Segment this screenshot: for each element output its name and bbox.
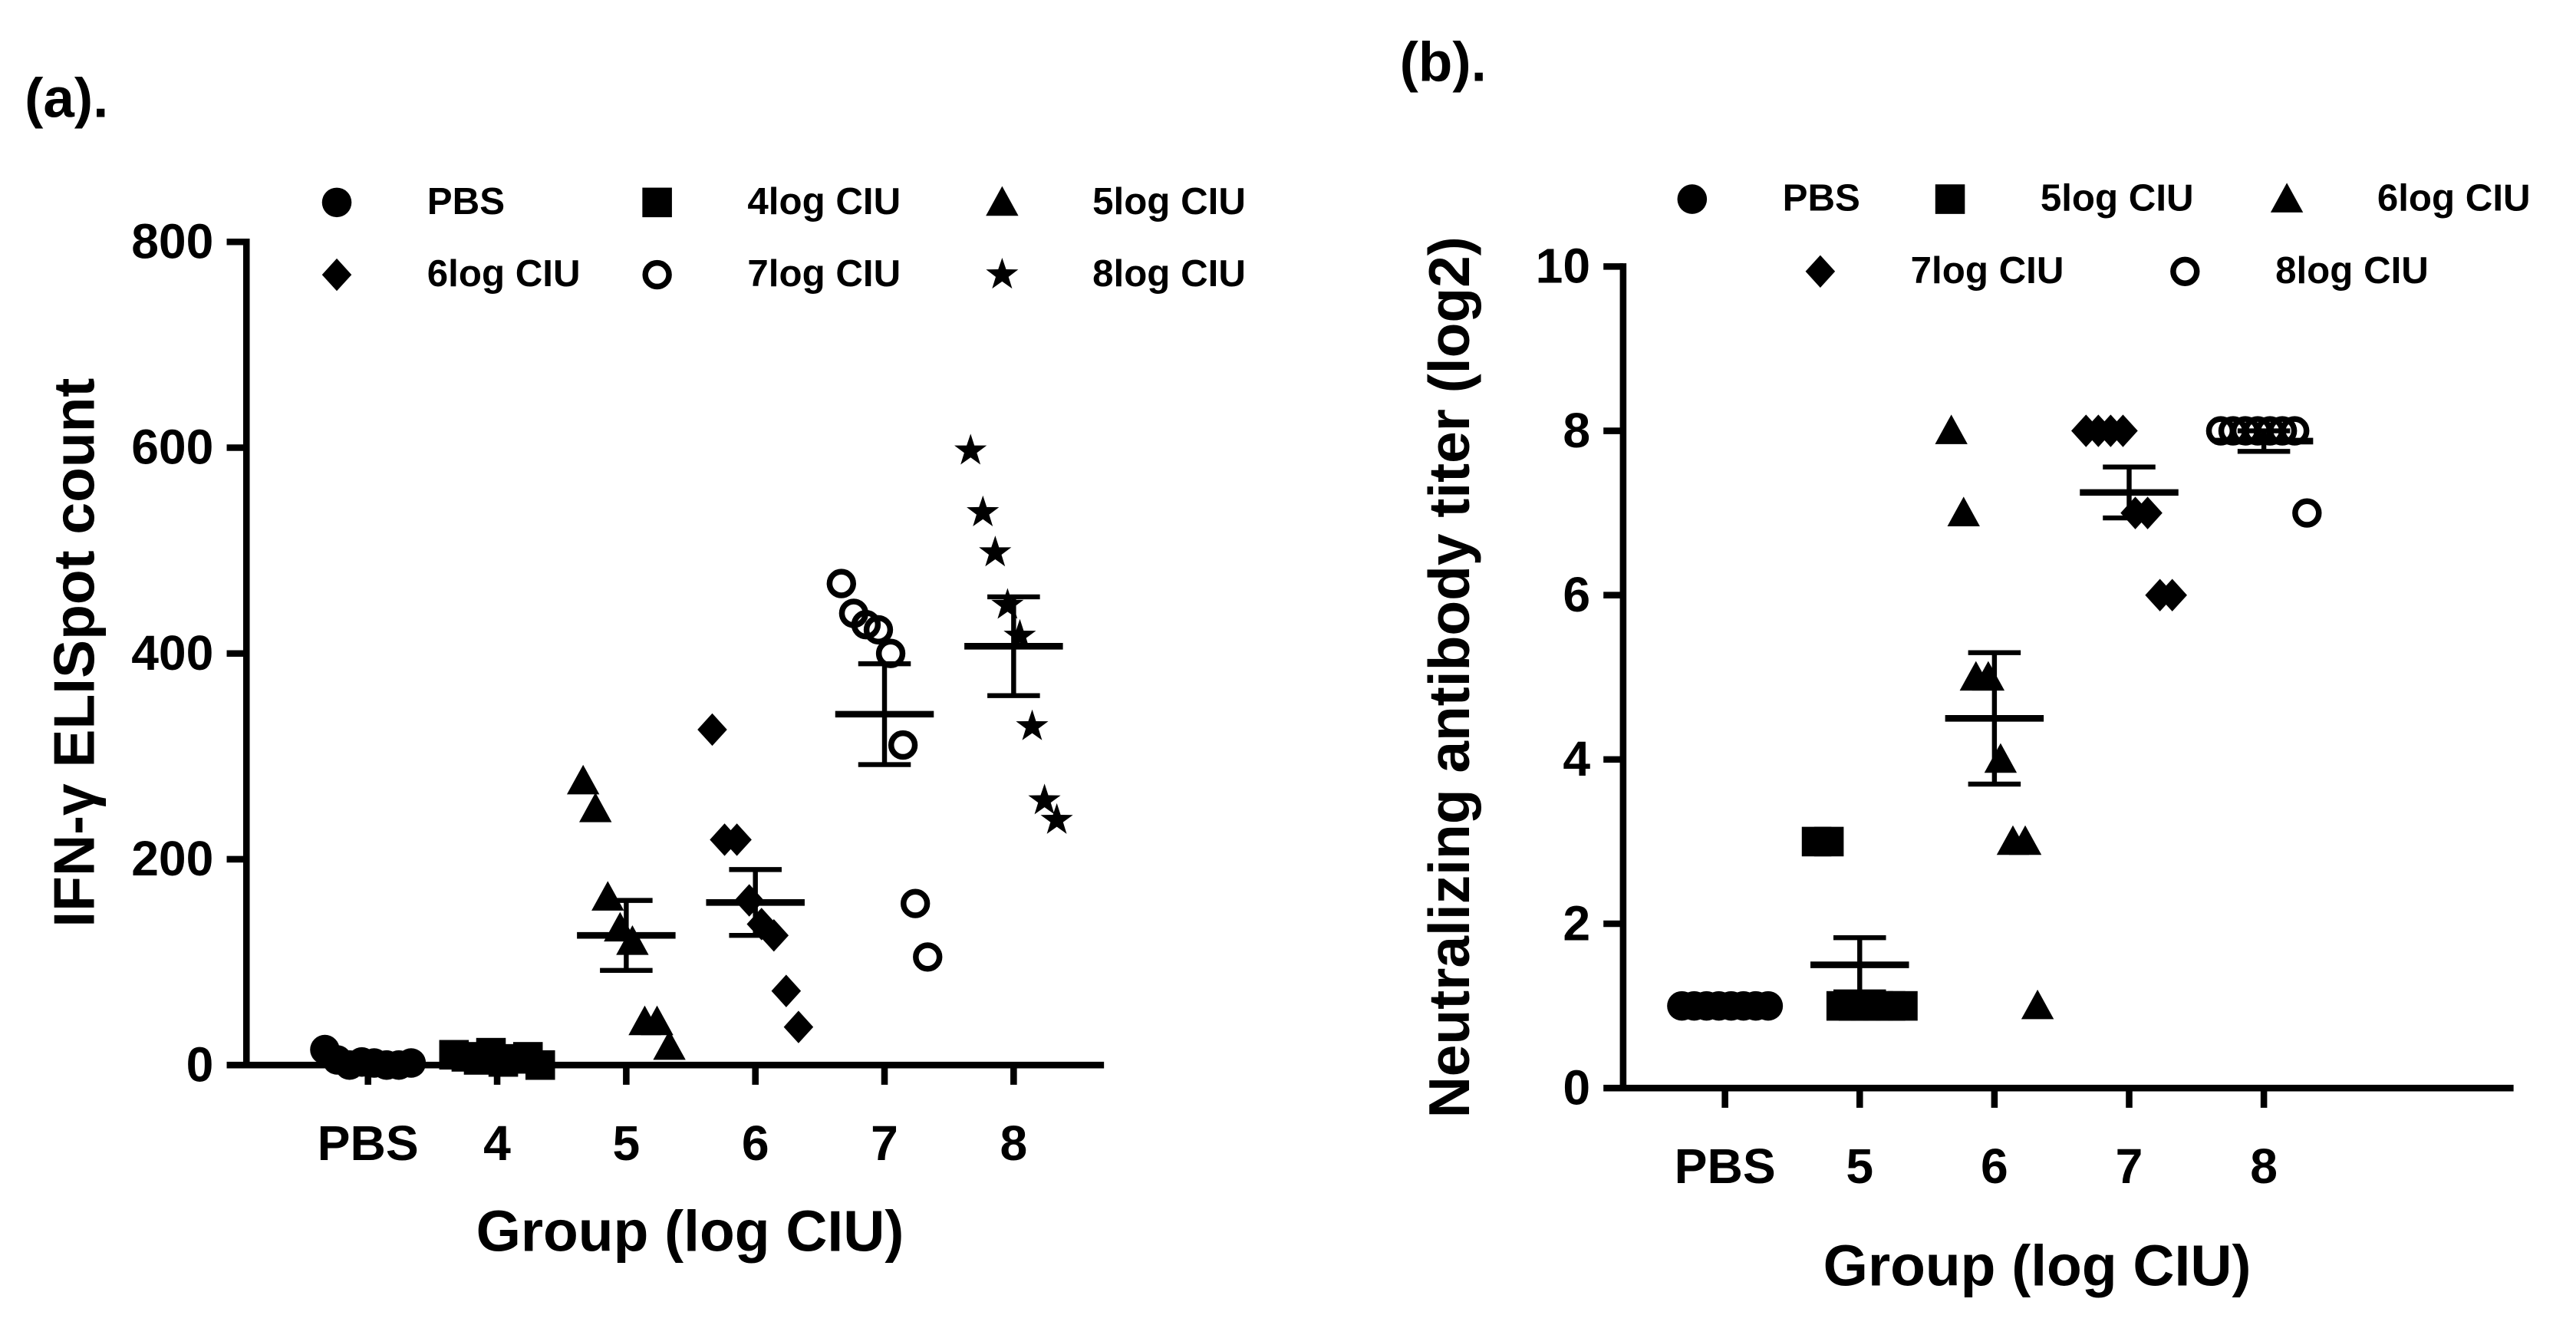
point bbox=[722, 823, 752, 856]
legend-label: 7log CIU bbox=[1911, 249, 2064, 292]
point bbox=[653, 1030, 686, 1060]
legend-label: PBS bbox=[427, 180, 505, 222]
error-bar bbox=[729, 867, 782, 938]
x-tick-label: 7 bbox=[871, 1116, 898, 1171]
x-tick-label: 7 bbox=[2116, 1139, 2143, 1194]
point bbox=[771, 974, 802, 1007]
point bbox=[888, 730, 918, 760]
y-tick-label: 800 bbox=[131, 214, 213, 269]
point bbox=[991, 588, 1024, 619]
point bbox=[954, 433, 987, 465]
panel-label: (b). bbox=[1400, 31, 1487, 93]
point bbox=[566, 764, 600, 795]
x-tick-label: 4 bbox=[483, 1116, 511, 1171]
y-tick-label: 600 bbox=[131, 420, 213, 475]
error-bar bbox=[2103, 464, 2156, 521]
point bbox=[2292, 498, 2322, 528]
y-tick-label: 0 bbox=[1563, 1060, 1590, 1115]
point bbox=[2008, 825, 2042, 855]
x-axis-label: Group (log CIU) bbox=[1823, 1234, 2252, 1298]
panel-label: (a). bbox=[25, 67, 108, 129]
point bbox=[1040, 803, 1073, 834]
legend-marker bbox=[1935, 184, 1965, 214]
y-tick-label: 8 bbox=[1563, 403, 1590, 458]
point bbox=[2133, 496, 2163, 529]
point bbox=[2108, 414, 2138, 447]
legend-marker bbox=[321, 187, 352, 218]
legend-label: 8log CIU bbox=[2275, 249, 2429, 292]
y-tick-label: 4 bbox=[1563, 731, 1590, 786]
error-bar bbox=[1833, 935, 1886, 995]
point bbox=[2157, 578, 2187, 611]
y-axis-label: Neutralizing antibody titer (log2) bbox=[1417, 236, 1481, 1118]
x-tick-label: 5 bbox=[613, 1116, 641, 1171]
point bbox=[1984, 743, 2018, 773]
error-bar bbox=[2237, 428, 2291, 454]
point bbox=[1888, 990, 1918, 1021]
error-bar bbox=[470, 1053, 524, 1063]
error-bar bbox=[600, 898, 653, 974]
legend-label: 6log CIU bbox=[2377, 177, 2531, 219]
y-tick-label: 6 bbox=[1563, 567, 1590, 622]
legend-marker bbox=[642, 259, 672, 290]
y-tick-label: 0 bbox=[186, 1037, 214, 1092]
error-bar bbox=[341, 1057, 394, 1067]
legend-label: PBS bbox=[1783, 177, 1860, 219]
legend-label: 5log CIU bbox=[1092, 180, 1246, 222]
error-bar bbox=[987, 594, 1040, 698]
y-tick-label: 10 bbox=[1536, 239, 1590, 294]
legend-marker bbox=[986, 258, 1019, 289]
x-tick-label: 8 bbox=[1000, 1116, 1027, 1171]
y-axis-label: IFN-γ ELISpot count bbox=[42, 378, 107, 928]
legend-marker bbox=[321, 258, 352, 292]
y-tick-label: 200 bbox=[131, 831, 213, 886]
x-tick-label: 6 bbox=[1981, 1139, 2008, 1194]
legend-marker bbox=[1677, 184, 1708, 214]
point bbox=[913, 942, 943, 972]
legend-marker bbox=[986, 186, 1019, 216]
point bbox=[901, 888, 931, 918]
y-tick-label: 400 bbox=[131, 625, 213, 681]
point bbox=[697, 713, 727, 747]
point bbox=[979, 536, 1012, 567]
legend-marker bbox=[2170, 256, 2200, 286]
legend-marker bbox=[642, 187, 672, 218]
point bbox=[1935, 414, 1968, 444]
point bbox=[1947, 496, 1980, 526]
legend-label: 4log CIU bbox=[747, 180, 901, 222]
legend-label: 8log CIU bbox=[1092, 252, 1246, 295]
error-bar bbox=[858, 661, 911, 767]
point bbox=[1813, 826, 1844, 857]
y-tick-label: 2 bbox=[1563, 895, 1590, 951]
point bbox=[2021, 989, 2054, 1020]
point bbox=[783, 1010, 814, 1043]
point bbox=[579, 793, 612, 822]
x-tick-label: 8 bbox=[2250, 1139, 2278, 1194]
x-tick-label: 5 bbox=[1846, 1139, 1873, 1194]
x-tick-label: 6 bbox=[742, 1116, 769, 1171]
error-bar bbox=[1968, 650, 2021, 787]
legend-label: 6log CIU bbox=[427, 252, 581, 295]
point bbox=[863, 615, 894, 645]
legend-marker bbox=[1805, 255, 1836, 288]
legend-marker bbox=[2270, 183, 2304, 213]
point bbox=[967, 495, 1000, 526]
legend-label: 7log CIU bbox=[747, 252, 901, 295]
x-tick-label: PBS bbox=[1675, 1139, 1776, 1194]
point bbox=[1028, 783, 1061, 815]
legend-label: 5log CIU bbox=[2041, 177, 2194, 219]
point bbox=[641, 1005, 674, 1036]
point bbox=[1016, 709, 1049, 740]
x-tick-label: PBS bbox=[318, 1116, 419, 1171]
point bbox=[1003, 618, 1036, 650]
point bbox=[591, 881, 624, 911]
x-axis-label: Group (log CIU) bbox=[476, 1199, 904, 1264]
point bbox=[826, 569, 856, 598]
